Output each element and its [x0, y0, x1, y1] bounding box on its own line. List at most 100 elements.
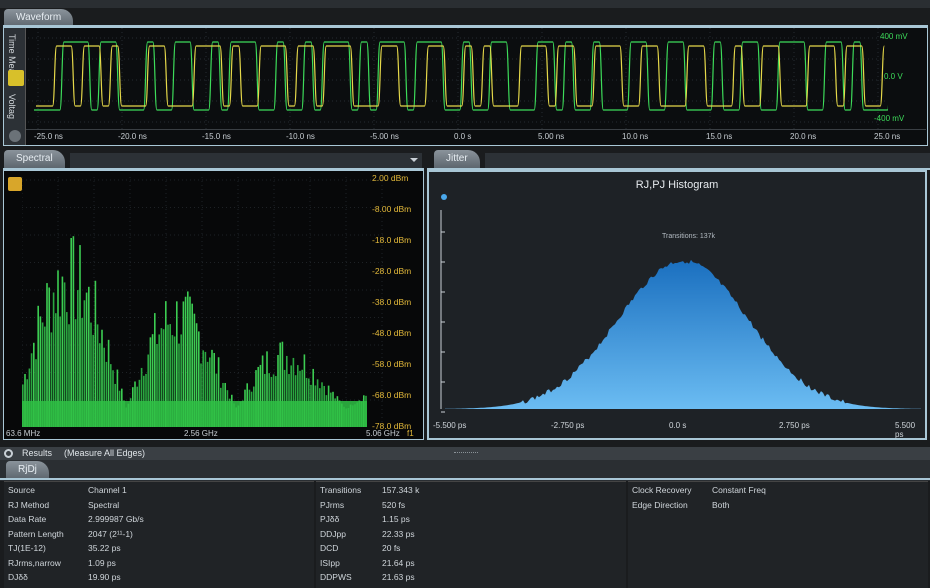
top-strip: [0, 0, 930, 8]
result-value: Constant Freq: [712, 485, 766, 495]
spectral-bar: [257, 366, 259, 427]
spectral-bar: [215, 373, 218, 427]
settings-knob-icon[interactable]: [9, 130, 21, 142]
waveform-x-tick: 10.0 ns: [622, 132, 649, 141]
spectral-channel-icon[interactable]: [8, 177, 22, 191]
spectral-bar: [312, 368, 314, 427]
spectral-bar: [211, 349, 213, 427]
spectral-bar: [88, 286, 90, 427]
waveform-x-tick: 5.00 ns: [538, 132, 565, 141]
spectral-bar: [101, 329, 103, 427]
result-value: 35.22 ps: [88, 543, 121, 553]
spectral-bar: [191, 303, 193, 427]
waveform-x-tick: 20.0 ns: [790, 132, 817, 141]
waveform-trace-green: [34, 41, 888, 111]
result-key: RJrms,narrow: [8, 557, 61, 568]
spectral-bar: [44, 326, 46, 427]
spectral-divider: [3, 168, 424, 170]
waveform-sidebar: Time Meas Voltag: [4, 28, 26, 145]
spectral-bar: [162, 329, 165, 427]
spectral-bar: [213, 352, 215, 427]
spectral-bar: [281, 341, 284, 427]
spectral-y-tick: -18.0 dBm: [372, 235, 412, 245]
spectral-bar: [74, 319, 77, 427]
spectral-bar: [288, 374, 290, 427]
spectral-bar: [68, 324, 70, 427]
spectral-bar: [217, 357, 220, 427]
waveform-x-axis: [26, 129, 926, 145]
tab-jitter[interactable]: Jitter: [434, 150, 480, 168]
results-resize-handle[interactable]: [454, 452, 478, 454]
spectral-bar: [77, 290, 79, 427]
spectral-bar: [299, 370, 301, 427]
spectral-noise-floor: [22, 401, 367, 427]
spectral-marker: f1: [407, 429, 414, 438]
spectral-bar: [272, 374, 275, 427]
spectral-bar: [303, 354, 306, 427]
jitter-tabbar: [485, 153, 930, 168]
waveform-plot: [28, 28, 888, 129]
waveform-y-tick: -400 mV: [874, 114, 905, 123]
tab-rjdj[interactable]: RjDj: [6, 461, 49, 479]
spectral-bar: [301, 369, 303, 427]
spectral-bar: [66, 312, 68, 427]
waveform-x-tick: -5.00 ns: [370, 132, 399, 141]
results-gear-icon[interactable]: [4, 449, 13, 458]
spectral-bar: [160, 328, 163, 427]
tab-waveform[interactable]: Waveform: [4, 9, 74, 27]
time-meas-label: Time Meas: [7, 34, 17, 79]
jitter-panel[interactable]: RJ,PJ Histogram Transitions: 137k -5.500…: [427, 170, 927, 440]
spectral-panel[interactable]: 2.00 dBm -8.00 dBm -18.0 dBm -28.0 dBm -38.0…: [3, 170, 424, 440]
channel-icon[interactable]: [8, 70, 24, 86]
spectral-bar: [72, 236, 75, 427]
spectral-bar: [261, 355, 264, 427]
spectral-y-tick: -8.00 dBm: [372, 204, 412, 214]
spectral-bar: [24, 373, 26, 427]
result-key: DDJpp: [320, 528, 346, 539]
results-col-3: Clock Recovery Constant Freq Edge Directio…: [628, 481, 928, 588]
result-value: Spectral: [88, 499, 120, 510]
spectral-x-tick: 5.06 GHz: [366, 429, 400, 438]
spectral-dropdown-icon[interactable]: [410, 158, 418, 162]
spectral-bar: [46, 283, 48, 427]
spectral-bar: [94, 280, 97, 427]
spectral-bar: [154, 313, 156, 427]
results-sublabel: (Measure All Edges): [64, 448, 146, 458]
results-bar: Results (Measure All Edges): [0, 447, 930, 460]
result-key: Transitions: [320, 485, 362, 495]
spectral-bar: [79, 245, 81, 427]
result-value: 157.343 k: [382, 485, 420, 495]
spectral-bar: [200, 363, 202, 427]
spectral-bar: [259, 364, 262, 427]
spectral-tabbar: [70, 153, 422, 168]
result-key: Clock Recovery: [632, 485, 692, 495]
spectral-bar: [63, 282, 66, 427]
spectral-bar: [204, 351, 207, 427]
results-col-1: Source Channel 1 RJ Method Spectral Data Rat…: [4, 481, 314, 588]
result-key: Source: [8, 485, 35, 495]
spectral-bar: [83, 300, 86, 427]
spectral-bar: [30, 353, 33, 427]
spectral-bar: [297, 365, 299, 427]
spectral-bar: [292, 357, 295, 427]
spectral-bar: [209, 357, 211, 427]
jitter-histogram: [440, 210, 921, 413]
result-value: 2047 (2¹¹-1): [88, 528, 133, 539]
spectral-bar: [48, 287, 50, 427]
result-value: 19.90 ps: [88, 572, 121, 582]
waveform-x-tick: -25.0 ns: [34, 132, 63, 141]
spectral-y-tick: -68.0 dBm: [372, 390, 412, 400]
spectral-bar: [187, 291, 189, 427]
spectral-bar: [180, 334, 182, 427]
spectral-bar: [182, 301, 185, 427]
tab-spectral[interactable]: Spectral: [4, 150, 65, 168]
spectral-bar: [195, 323, 198, 427]
result-key: Data Rate: [8, 514, 47, 524]
spectral-bar: [255, 370, 257, 427]
spectral-bar: [167, 324, 169, 427]
voltage-label: Voltag: [7, 94, 17, 120]
waveform-panel[interactable]: Time Meas Voltag 400 mV 0.0 V -400 mV -2…: [3, 27, 928, 146]
jitter-legend-dot-icon[interactable]: [441, 194, 447, 200]
results-label: Results: [22, 448, 53, 458]
result-key: DCD: [320, 543, 339, 553]
